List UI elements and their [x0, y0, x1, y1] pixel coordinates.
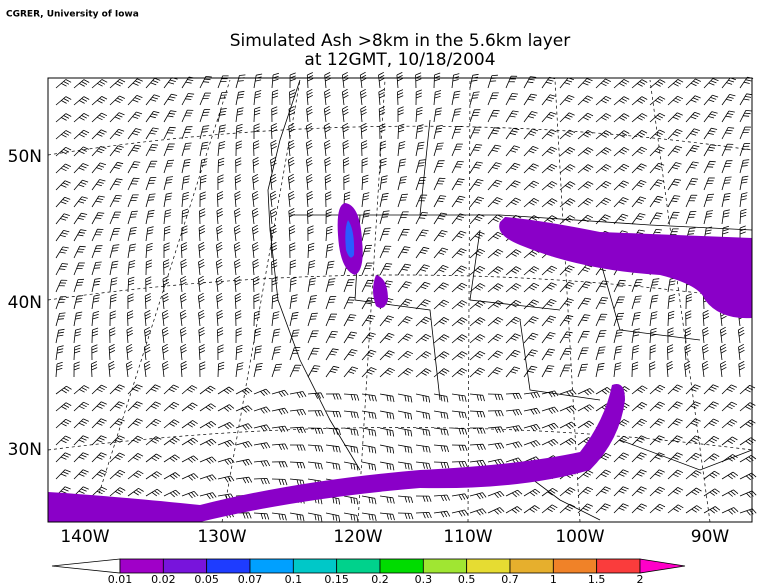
- colorbar-box: [206, 558, 251, 574]
- colorbar-box: [466, 558, 511, 574]
- colorbar-box: [119, 558, 164, 574]
- credit: CGRER, University of Iowa: [6, 10, 139, 20]
- colorbar-box: [379, 558, 424, 574]
- border: [290, 214, 753, 231]
- plume: [499, 217, 752, 319]
- lon-label: 120W: [333, 527, 382, 547]
- title-line: Simulated Ash >8km in the 5.6km layer: [230, 31, 571, 51]
- plume: [373, 275, 388, 308]
- colorbar-label: 1.5: [588, 573, 606, 586]
- ash-plumes: [48, 203, 752, 522]
- lon-label: 110W: [443, 527, 492, 547]
- colorbar-label: 0.7: [501, 573, 519, 586]
- colorbar-box: [422, 558, 468, 574]
- coastline: [267, 79, 361, 471]
- colorbar-label: 0.01: [108, 573, 133, 586]
- colorbar-label: 0.02: [151, 573, 176, 586]
- map-frame: [47, 77, 753, 523]
- colorbar-label: 0.2: [371, 573, 389, 586]
- colorbar-label: 0.05: [194, 573, 219, 586]
- longitude-line: [89, 79, 711, 523]
- plume: [48, 384, 625, 522]
- plume-core: [345, 220, 355, 258]
- colorbar-box: [292, 558, 338, 574]
- colorbar-high-arrow: [639, 558, 686, 574]
- colorbar-label: 1: [550, 573, 557, 586]
- colorbar-box: [336, 558, 381, 574]
- map-area: [47, 71, 757, 523]
- colorbar-label: 2: [637, 573, 644, 586]
- colorbar-label: 0.07: [238, 573, 263, 586]
- lon-label: 90W: [691, 527, 730, 547]
- lat-label: 50N: [8, 147, 42, 167]
- colorbar-box: [249, 558, 294, 574]
- lon-label: 100W: [555, 527, 604, 547]
- graticule: [47, 79, 753, 523]
- title-line: at 12GMT, 10/18/2004: [304, 50, 495, 70]
- colorbar-box: [162, 558, 208, 574]
- colorbar-label: 0.15: [324, 573, 349, 586]
- colorbar-label: 0.5: [458, 573, 476, 586]
- colorbar-box: [552, 558, 598, 574]
- colorbar-low-arrow: [51, 558, 121, 574]
- colorbar-label: 0.1: [285, 573, 303, 586]
- colorbar-box: [509, 558, 554, 574]
- lat-label: 40N: [8, 293, 42, 313]
- lon-label: 140W: [60, 527, 109, 547]
- colorbar: 0.01 0.02 0.05 0.07 0.1 0.15 0.2 0.3 0.5 0.7 1 1.5 2: [51, 558, 686, 586]
- colorbar-label: 0.3: [415, 573, 433, 586]
- state-lines: [354, 119, 701, 401]
- lat-label: 30N: [8, 440, 42, 460]
- lon-label: 130W: [197, 527, 246, 547]
- colorbar-box: [596, 558, 641, 574]
